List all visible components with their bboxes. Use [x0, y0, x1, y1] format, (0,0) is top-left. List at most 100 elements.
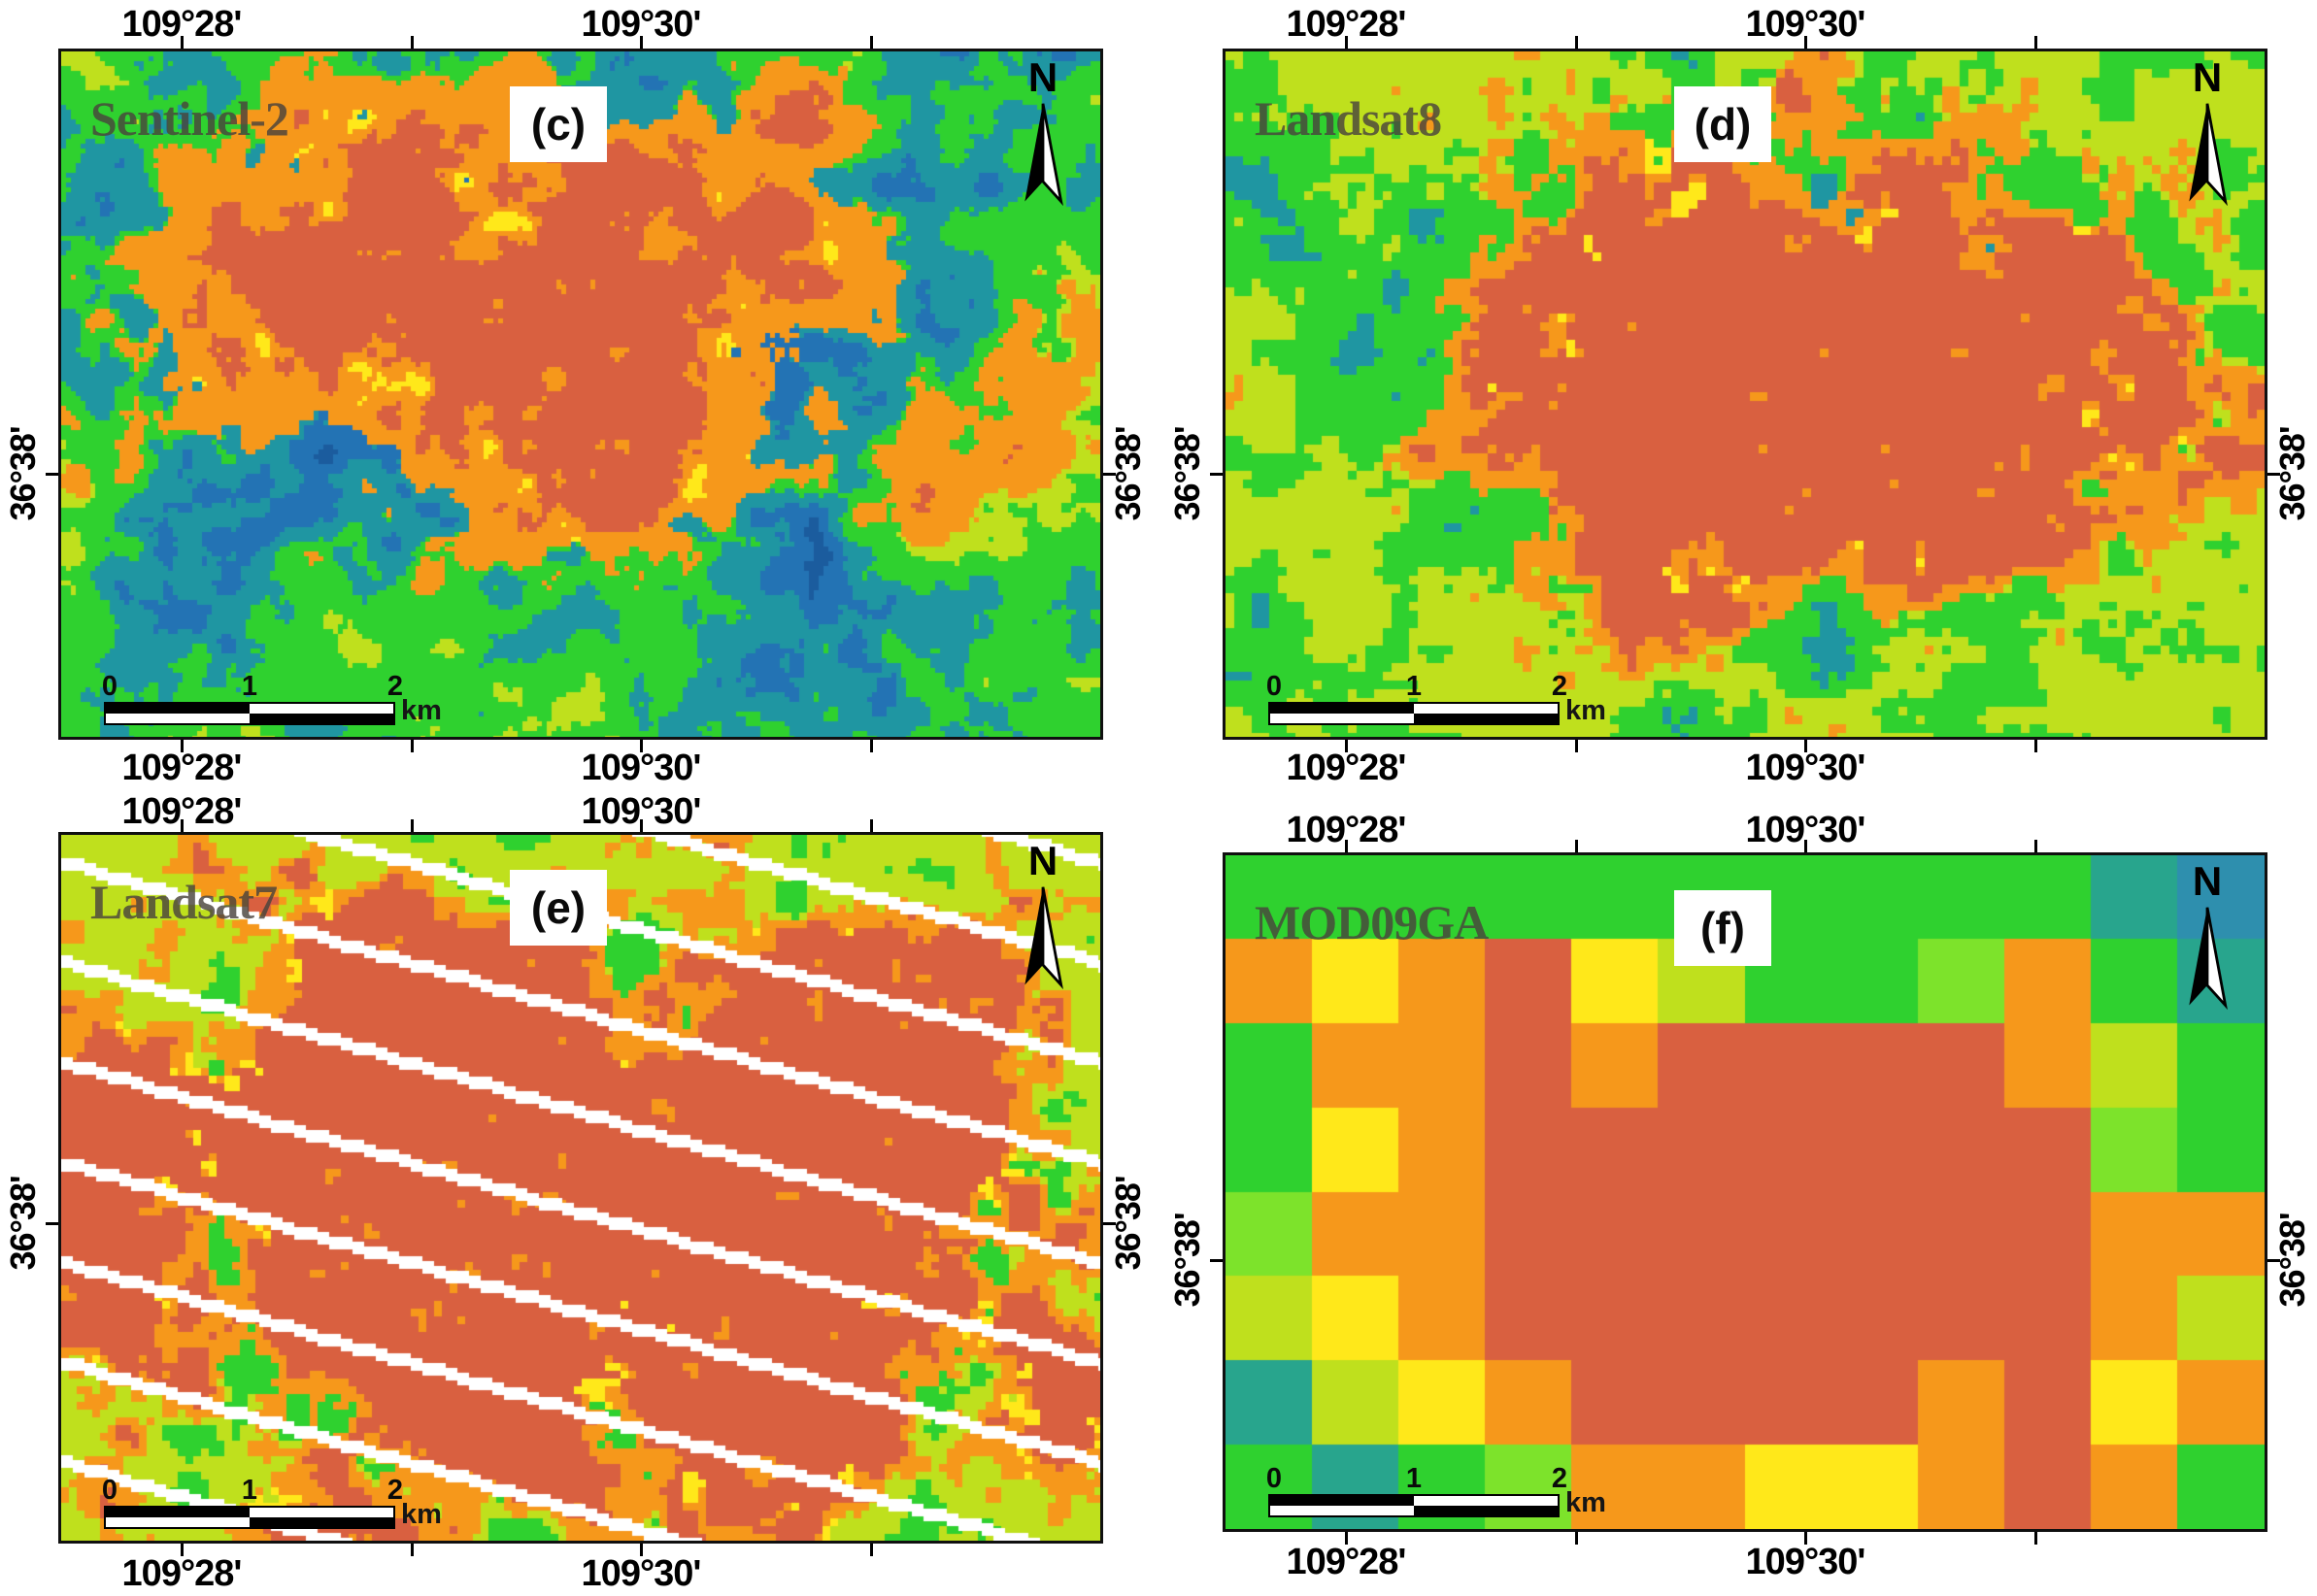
lon-label-bottom-left: 109°28' — [1286, 748, 1407, 788]
scale-bar-body — [104, 702, 395, 725]
scale-bar-body — [104, 1506, 395, 1529]
scale-bar-labels: 0 1 2 — [1265, 1463, 1567, 1494]
lon-tick-top — [870, 36, 873, 49]
scale-bar: 0 1 2 km — [101, 671, 442, 726]
north-arrow: N — [1011, 57, 1075, 209]
panel-letter-badge: (c) — [510, 86, 607, 162]
north-arrow: N — [1011, 841, 1075, 992]
lon-tick-top — [1804, 840, 1807, 852]
north-arrow-icon — [2189, 103, 2228, 207]
lon-tick-top — [870, 819, 873, 832]
panel-letter-badge: (d) — [1674, 86, 1771, 162]
panel-letter-badge: (f) — [1674, 890, 1771, 966]
map-raster-landsat8 — [1226, 51, 2265, 737]
scale-bar: 0 1 2 km — [1265, 1463, 1606, 1518]
lon-tick-bottom — [640, 1544, 643, 1556]
map-landsat8: Landsat8 (d) N 0 1 2 km — [1223, 49, 2267, 740]
lon-tick-bottom — [1804, 740, 1807, 752]
lat-tick-right — [1103, 1222, 1116, 1225]
lon-tick-bottom — [2034, 740, 2037, 752]
lat-tick-right — [2267, 1259, 2280, 1262]
lat-label-left: 36°38' — [1167, 1213, 1207, 1308]
lon-tick-bottom — [870, 740, 873, 752]
lat-label-left: 36°38' — [1167, 426, 1207, 521]
lat-tick-right — [2267, 473, 2280, 476]
scale-bar-labels: 0 1 2 — [1265, 671, 1567, 702]
lon-tick-top — [2034, 36, 2037, 49]
panel-landsat7: 109°28' 109°30' 36°38' 36°38' Landsat7 (… — [0, 783, 1161, 1596]
lon-label-bottom-left: 109°28' — [1286, 1542, 1407, 1582]
lon-tick-bottom — [1345, 740, 1348, 752]
lat-label-left: 36°38' — [3, 1176, 43, 1271]
lon-tick-bottom — [2034, 1532, 2037, 1545]
lon-tick-bottom — [181, 740, 184, 752]
lon-tick-top — [1575, 36, 1578, 49]
map-raster-sentinel2 — [61, 51, 1100, 737]
scale-bar-body — [1268, 702, 1560, 725]
lat-tick-right — [1103, 473, 1116, 476]
scale-tick-1: 1 — [241, 671, 258, 702]
lat-tick-left — [1210, 473, 1223, 476]
north-arrow-icon — [1024, 103, 1063, 207]
satellite-title: MOD09GA — [1255, 895, 1489, 949]
scale-tick-0: 0 — [101, 671, 118, 702]
map-sentinel2: Sentinel-2 (c) N 0 1 2 km — [58, 49, 1103, 740]
lat-label-left: 36°38' — [3, 426, 43, 521]
lon-tick-bottom — [1804, 1532, 1807, 1545]
scale-tick-1: 1 — [1405, 1463, 1423, 1494]
north-label: N — [2192, 54, 2223, 100]
lon-label-bottom-left: 109°28' — [121, 1553, 243, 1594]
panel-landsat8: 109°28' 109°30' 36°38' 36°38' Landsat8 (… — [1164, 0, 2317, 800]
panel-mod09ga: 109°28' 109°30' 36°38' 36°38' MOD09GA (f… — [1164, 796, 2317, 1596]
lat-tick-left — [46, 1222, 58, 1225]
satellite-title: Landsat8 — [1255, 91, 1442, 146]
north-label: N — [2192, 858, 2223, 904]
panel-letter: (c) — [530, 99, 587, 150]
scale-bar-unit: km — [401, 1499, 442, 1530]
scale-bar-labels: 0 1 2 — [102, 1475, 403, 1506]
map-raster-landsat7 — [61, 835, 1100, 1541]
lon-tick-bottom — [411, 740, 414, 752]
scale-bar-body — [1268, 1494, 1560, 1517]
lon-tick-top — [411, 819, 414, 832]
lon-tick-bottom — [181, 1544, 184, 1556]
panel-letter-badge: (e) — [510, 870, 607, 946]
lat-tick-left — [46, 473, 58, 476]
lon-label-bottom-right: 109°30' — [581, 748, 702, 788]
scale-bar-unit: km — [401, 695, 442, 726]
lon-tick-bottom — [640, 740, 643, 752]
satellite-title: Sentinel-2 — [90, 91, 289, 146]
lon-tick-top — [1345, 36, 1348, 49]
north-arrow: N — [2175, 57, 2239, 209]
map-raster-mod09ga — [1226, 855, 2265, 1529]
map-mod09ga: MOD09GA (f) N 0 1 2 km — [1223, 852, 2267, 1532]
lon-tick-bottom — [870, 1544, 873, 1556]
panel-letter: (f) — [1700, 903, 1745, 953]
lon-tick-bottom — [1345, 1532, 1348, 1545]
lon-tick-top — [640, 36, 643, 49]
panel-sentinel2: 109°28' 109°30' 36°38' 36°38' Sentinel-2… — [0, 0, 1161, 800]
scale-tick-0: 0 — [1265, 671, 1283, 702]
north-arrow-icon — [1024, 886, 1063, 990]
scale-tick-0: 0 — [1265, 1463, 1283, 1494]
scale-bar: 0 1 2 km — [1265, 671, 1606, 726]
scale-tick-2: 2 — [386, 671, 404, 702]
lon-tick-top — [640, 819, 643, 832]
lon-tick-bottom — [1575, 740, 1578, 752]
lon-label-bottom-left: 109°28' — [121, 748, 243, 788]
lon-tick-top — [181, 819, 184, 832]
north-label: N — [1027, 838, 1058, 883]
panel-letter: (e) — [530, 882, 587, 933]
scale-bar-unit: km — [1565, 1487, 1606, 1518]
lon-tick-top — [2034, 840, 2037, 852]
panel-letter: (d) — [1694, 99, 1752, 150]
lon-tick-top — [1575, 840, 1578, 852]
scale-tick-2: 2 — [1551, 671, 1568, 702]
lon-tick-top — [1345, 840, 1348, 852]
lon-label-bottom-right: 109°30' — [581, 1553, 702, 1594]
scale-bar-unit: km — [1565, 695, 1606, 726]
scale-bar: 0 1 2 km — [102, 1475, 442, 1530]
lon-tick-top — [411, 36, 414, 49]
north-label: N — [1027, 54, 1058, 100]
